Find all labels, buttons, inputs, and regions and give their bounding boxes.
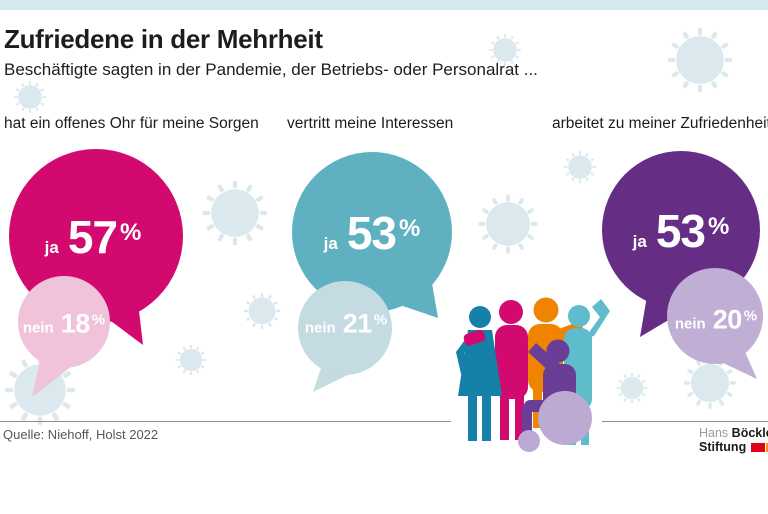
percent-sign: % <box>373 311 388 329</box>
bubble-yes-2-tail <box>400 260 438 318</box>
yes-number-2: 53 <box>346 207 397 259</box>
yes-value-1: ja 57% <box>45 210 142 264</box>
bubble-yes-1-tail <box>80 268 143 345</box>
percent-sign: % <box>708 213 730 240</box>
no-number-1: 18 <box>60 308 91 339</box>
footer-divider-left <box>0 421 451 422</box>
bubble-yes-2 <box>292 152 452 312</box>
top-accent-bar <box>0 0 768 10</box>
people-illustration <box>456 297 610 452</box>
no-value-1: nein 18% <box>23 309 105 340</box>
column-3-heading: arbeitet zu meiner Zufriedenheit <box>552 115 768 132</box>
logo-red-block <box>750 443 765 452</box>
no-number-3: 20 <box>712 304 743 335</box>
logo-line-1: Hans Böckler <box>699 426 768 440</box>
wheelchair-wheel-icon <box>538 391 592 445</box>
logo-line-2: Stiftung <box>699 440 768 454</box>
column-1-heading: hat ein offenes Ohr für meine Sorgen <box>4 115 259 132</box>
hans-boeckler-stiftung-logo: Hans Böckler Stiftung <box>699 426 768 454</box>
bubble-no-1 <box>18 276 110 368</box>
no-value-3: nein 20% <box>675 305 757 336</box>
page-subtitle: Beschäftigte sagten in der Pandemie, der… <box>4 60 538 79</box>
no-label-3: nein <box>674 315 706 333</box>
percent-sign: % <box>120 219 142 246</box>
bubble-no-3 <box>667 268 763 364</box>
magenta-arm <box>463 329 486 346</box>
page-title: Zufriedene in der Mehrheit <box>4 24 323 54</box>
person-magenta <box>495 300 528 440</box>
logo-boeckler: Böckler <box>731 426 768 440</box>
percent-sign: % <box>399 215 421 242</box>
logo-orange-block <box>765 443 768 452</box>
logo-stiftung: Stiftung <box>699 440 747 454</box>
yes-label-1: ja <box>44 238 59 257</box>
source-note: Quelle: Niehoff, Holst 2022 <box>3 427 159 442</box>
yes-number-1: 57 <box>67 211 118 263</box>
yes-number-3: 53 <box>655 205 706 257</box>
wheelchair-front-wheel-icon <box>518 430 540 452</box>
bubble-no-2 <box>298 281 392 375</box>
yes-value-3: ja 53% <box>633 204 730 258</box>
no-value-2: nein 21% <box>305 309 387 340</box>
no-number-2: 21 <box>342 308 373 339</box>
percent-sign: % <box>743 307 758 325</box>
footer-divider-right <box>602 421 768 422</box>
no-label-1: nein <box>22 319 54 337</box>
no-label-2: nein <box>304 319 336 337</box>
person-woman-blue <box>456 306 502 441</box>
yes-label-3: ja <box>632 232 647 251</box>
yes-label-2: ja <box>323 234 338 253</box>
column-2-heading: vertritt meine Interessen <box>287 115 454 132</box>
logo-hans: Hans <box>699 426 729 440</box>
percent-sign: % <box>91 311 106 329</box>
yes-value-2: ja 53% <box>324 206 421 260</box>
